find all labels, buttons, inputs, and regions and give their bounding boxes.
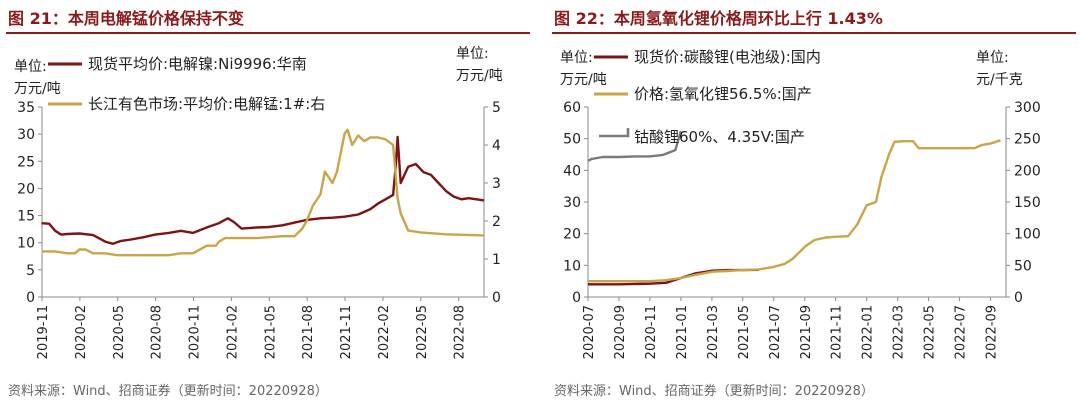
left-y-tick-label: 60: [563, 100, 581, 116]
right-y-tick-label: 4: [492, 138, 501, 154]
x-tick-label: 2021-05: [263, 305, 278, 359]
figure-22-panel: 图 22：本周氢氧化锂价格周环比上行 1.43% 0 10 20 30 40 50 60 0 5…: [546, 0, 1076, 411]
series-line-2: [588, 139, 1001, 283]
x-tick-label: 2021-11: [339, 305, 354, 359]
left-unit-label: 万元/吨: [560, 72, 607, 88]
x-tick-label: 2020-05: [112, 305, 127, 359]
legend-label: 长江有色市场:平均价:电解锰:1#:右: [88, 95, 325, 113]
title-divider: [552, 32, 1076, 34]
left-y-tick-label: 25: [17, 154, 35, 170]
left-y-tick-label: 35: [17, 100, 35, 116]
x-tick-label: 2020-11: [644, 305, 659, 359]
series-line-1: [41, 135, 485, 245]
right-y-tick-label: 300: [1014, 100, 1041, 116]
x-tick-label: 2022-05: [415, 305, 430, 359]
left-y-tick-label: 5: [26, 263, 35, 279]
left-y-tick-label: 10: [563, 258, 581, 274]
left-y-tick-label: 50: [563, 132, 581, 148]
x-tick-label: 2022-01: [861, 305, 876, 359]
left-y-tick-label: 30: [563, 195, 581, 211]
x-tick-label: 2020-11: [188, 305, 203, 359]
figure-title: 图 22：本周氢氧化锂价格周环比上行 1.43%: [554, 9, 883, 28]
legend-label: 钴酸锂60%、4.35V:国产: [634, 128, 805, 146]
right-y-tick-label: 200: [1014, 163, 1041, 179]
right-y-tick-label: 0: [492, 290, 501, 306]
left-unit-label: 单位:: [560, 50, 593, 66]
left-y-tick-label: 15: [17, 209, 35, 225]
right-y-tick-label: 100: [1014, 227, 1041, 243]
right-y-tick-label: 0: [1014, 290, 1023, 306]
x-tick-label: 2021-07: [768, 305, 783, 359]
x-tick-label: 2022-03: [892, 305, 907, 359]
x-tick-label: 2022-02: [377, 305, 392, 359]
left-y-tick-label: 0: [572, 290, 581, 306]
left-y-tick-label: 30: [17, 127, 35, 143]
left-unit-label: 单位:: [14, 59, 47, 75]
left-unit-label: 万元/吨: [14, 81, 61, 97]
left-y-tick-label: 10: [17, 236, 35, 252]
x-tick-label: 2021-01: [675, 305, 690, 359]
source-note: 资料来源：Wind、招商证券（更新时间：20220928）: [8, 384, 328, 399]
right-y-tick-label: 50: [1014, 258, 1032, 274]
x-tick-label: 2021-03: [706, 305, 721, 359]
x-tick-label: 2021-08: [301, 305, 316, 359]
legend-swatch: [599, 128, 630, 138]
x-tick-label: 2020-02: [74, 305, 89, 359]
x-tick-label: 2021-09: [799, 305, 814, 359]
left-y-tick-label: 20: [563, 227, 581, 243]
series-line-2: [41, 128, 485, 257]
right-y-tick-label: 5: [492, 100, 501, 116]
source-note: 资料来源：Wind、招商证券（更新时间：20220928）: [554, 384, 874, 399]
figure-title: 图 21：本周电解锰价格保持不变: [8, 9, 244, 28]
right-y-tick-label: 150: [1014, 195, 1041, 211]
x-tick-label: 2021-05: [737, 305, 752, 359]
legend-label: 价格:氢氧化锂56.5%:国产: [634, 85, 812, 103]
manganese-price-chart: 0 5 10 15 20 25 30 35 0 1 2 3 4 5 2019-11 2020-02 2020-0…: [14, 46, 503, 359]
left-y-tick-label: 40: [563, 163, 581, 179]
x-tick-label: 2020-07: [582, 305, 597, 359]
right-unit-label: 单位:: [456, 46, 489, 62]
right-y-tick-label: 2: [492, 214, 501, 230]
x-tick-label: 2021-02: [225, 305, 240, 359]
x-tick-label: 2021-11: [830, 305, 845, 359]
left-y-tick-label: 20: [17, 181, 35, 197]
x-tick-label: 2022-09: [985, 305, 1000, 359]
x-tick-label: 2022-07: [954, 305, 969, 359]
figure-21-panel: 图 21：本周电解锰价格保持不变 0 5 10 15 20 25 30 35 0 1 2 3 4 5 201…: [0, 0, 530, 411]
lithium-price-chart: 0 10 20 30 40 50 60 0 50 100 150 200 250 300 2020-07 20…: [560, 48, 1041, 359]
x-tick-label: 2022-05: [923, 305, 938, 359]
title-divider: [6, 32, 530, 34]
right-unit-label: 元/千克: [976, 72, 1023, 88]
right-y-tick-label: 3: [492, 176, 501, 192]
x-tick-label: 2020-09: [613, 305, 628, 359]
left-y-tick-label: 0: [26, 290, 35, 306]
series-line-3: [587, 130, 683, 162]
x-tick-label: 2019-11: [36, 305, 51, 359]
x-tick-label: 2020-08: [150, 305, 165, 359]
right-y-tick-label: 1: [492, 252, 501, 268]
right-y-tick-label: 250: [1014, 132, 1041, 148]
right-unit-label: 万元/吨: [456, 68, 503, 84]
legend-label: 现货价:碳酸锂(电池级):国内: [634, 48, 821, 66]
legend-label: 现货平均价:电解镍:Ni9996:华南: [88, 55, 307, 73]
x-tick-label: 2022-08: [453, 305, 468, 359]
right-unit-label: 单位:: [976, 50, 1009, 66]
